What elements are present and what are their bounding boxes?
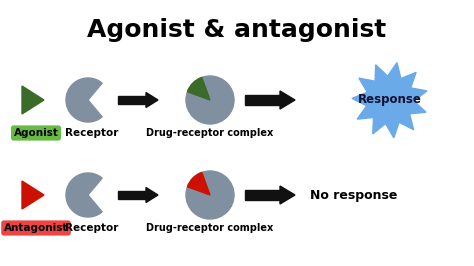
Text: Agonist: Agonist (14, 128, 58, 138)
Polygon shape (22, 86, 44, 114)
Text: No response: No response (310, 189, 397, 202)
Text: Receptor: Receptor (65, 128, 118, 138)
Text: Receptor: Receptor (65, 223, 118, 233)
Circle shape (186, 76, 234, 124)
Polygon shape (66, 173, 102, 217)
Bar (245, 190, 280, 200)
Wedge shape (187, 172, 210, 195)
Polygon shape (280, 91, 295, 109)
Circle shape (186, 171, 234, 219)
Wedge shape (187, 77, 210, 100)
Bar (118, 191, 146, 199)
Text: Agonist & antagonist: Agonist & antagonist (87, 18, 387, 42)
Polygon shape (146, 188, 158, 202)
Text: Antagonist: Antagonist (4, 223, 68, 233)
Polygon shape (280, 186, 295, 204)
Bar (245, 95, 280, 105)
Polygon shape (66, 78, 102, 122)
Polygon shape (22, 181, 44, 209)
Text: Response: Response (358, 94, 422, 106)
Text: Drug-receptor complex: Drug-receptor complex (146, 223, 273, 233)
Polygon shape (146, 93, 158, 107)
Polygon shape (352, 63, 427, 138)
Bar (118, 96, 146, 104)
Text: Drug-receptor complex: Drug-receptor complex (146, 128, 273, 138)
